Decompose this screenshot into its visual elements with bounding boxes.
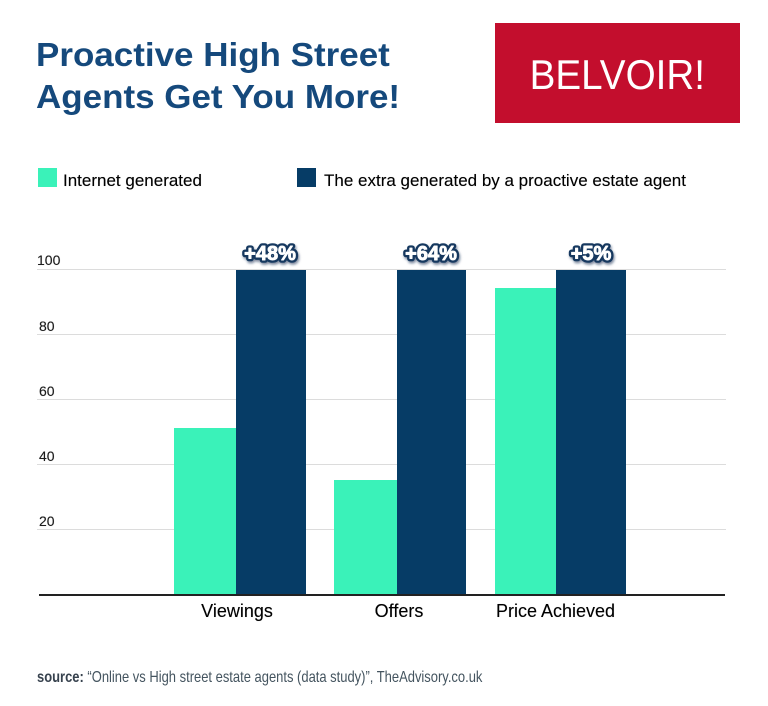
svg-text:+5%: +5%: [571, 243, 612, 265]
svg-text:+64%: +64%: [405, 243, 457, 265]
svg-text:+48%: +48%: [244, 243, 296, 265]
svg-text:+5%: +5%: [571, 243, 612, 265]
svg-text:+48%: +48%: [244, 243, 296, 265]
svg-text:+64%: +64%: [405, 243, 457, 265]
